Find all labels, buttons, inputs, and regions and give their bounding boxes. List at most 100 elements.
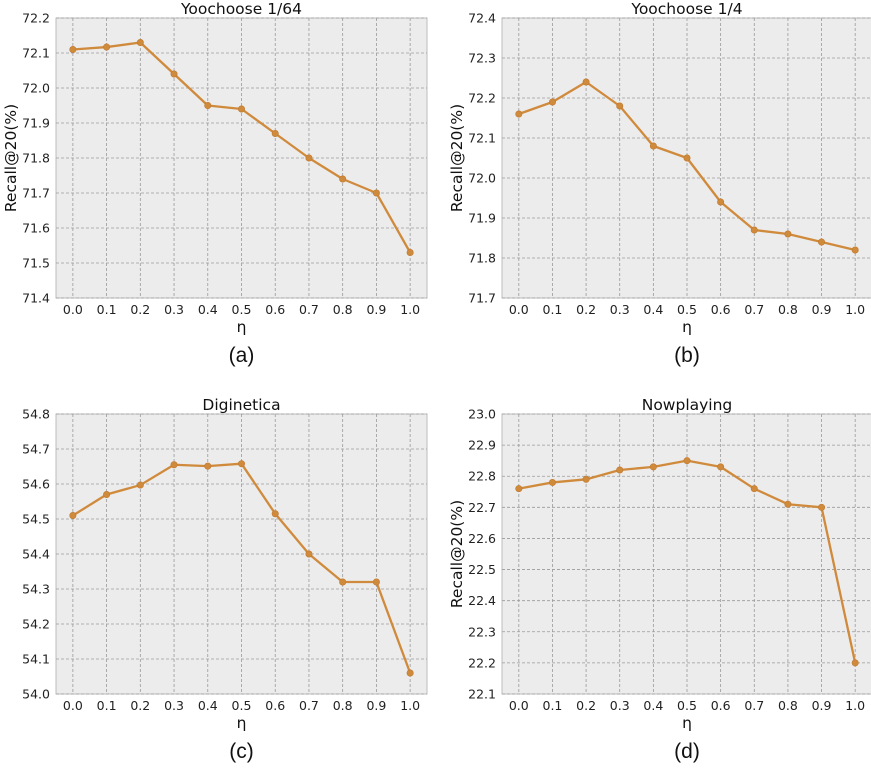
x-tick-label: 0.2	[576, 302, 596, 317]
data-point	[204, 102, 212, 110]
data-point	[851, 659, 859, 667]
y-tick-label: 71.5	[22, 256, 50, 271]
x-axis-label: η	[237, 318, 247, 336]
x-tick-label: 0.9	[812, 698, 832, 713]
x-tick-label: 0.3	[164, 302, 184, 317]
x-tick-label: 1.0	[400, 698, 420, 713]
x-tick-label: 0.6	[265, 698, 285, 713]
data-point	[851, 246, 859, 254]
y-tick-label: 72.1	[468, 131, 496, 146]
data-point	[582, 78, 590, 86]
x-tick-label: 1.0	[400, 302, 420, 317]
data-point	[683, 457, 691, 465]
x-tick-label: 0.0	[509, 302, 529, 317]
data-point	[170, 461, 178, 469]
x-tick-label: 0.7	[299, 302, 319, 317]
x-tick-label: 0.6	[711, 698, 731, 713]
y-tick-label: 22.3	[468, 624, 496, 639]
x-tick-label: 0.2	[130, 302, 150, 317]
x-tick-label: 0.8	[333, 698, 353, 713]
y-tick-label: 72.2	[468, 91, 496, 106]
y-tick-label: 72.4	[468, 11, 496, 26]
x-tick-label: 0.4	[198, 698, 218, 713]
x-tick-label: 0.4	[643, 302, 663, 317]
data-point	[582, 475, 590, 483]
y-tick-label: 54.4	[22, 547, 50, 562]
chart-title: Yoochoose 1/4	[630, 0, 742, 18]
data-point	[238, 460, 246, 468]
subfigure-caption: (c)	[229, 740, 254, 763]
y-tick-label: 22.4	[468, 593, 496, 608]
y-tick-label: 54.3	[22, 582, 50, 597]
y-tick-label: 71.8	[22, 151, 50, 166]
x-tick-label: 0.8	[333, 302, 353, 317]
data-point	[406, 669, 414, 677]
chart-title: Yoochoose 1/64	[180, 0, 302, 18]
x-tick-label: 0.1	[543, 302, 563, 317]
x-tick-label: 1.0	[845, 302, 865, 317]
x-tick-label: 0.1	[97, 302, 117, 317]
y-tick-label: 54.2	[22, 617, 50, 632]
y-tick-label: 54.1	[22, 652, 50, 667]
data-point	[136, 38, 144, 46]
data-point	[69, 511, 77, 519]
y-tick-label: 22.2	[468, 655, 496, 670]
data-point	[649, 463, 657, 471]
y-tick-label: 72.0	[22, 81, 50, 96]
y-tick-label: 22.7	[468, 500, 496, 515]
data-point	[784, 230, 792, 238]
data-point	[717, 463, 725, 471]
x-tick-label: 0.6	[265, 302, 285, 317]
y-tick-label: 54.7	[22, 442, 50, 457]
data-point	[548, 98, 556, 106]
y-axis-label: Recall@20(%)	[2, 104, 20, 212]
data-point	[717, 198, 725, 206]
x-tick-label: 0.0	[509, 698, 529, 713]
data-point	[204, 462, 212, 470]
chart-panel-3: 0.0 0.1 0.2 0.3 0.4 0.5 0.6 0.7 0.8 0.9 1.0 54.0 54.…	[22, 396, 428, 763]
x-tick-label: 0.0	[63, 698, 83, 713]
x-tick-label: 0.2	[576, 698, 596, 713]
data-point	[750, 226, 758, 234]
data-point	[784, 500, 792, 508]
data-point	[238, 105, 246, 113]
x-tick-label: 0.5	[677, 302, 697, 317]
y-tick-label: 71.9	[468, 211, 496, 226]
x-tick-label: 0.8	[778, 302, 798, 317]
x-tick-label: 0.7	[299, 698, 319, 713]
chart-title: Nowplaying	[642, 396, 733, 414]
data-point	[616, 102, 624, 110]
y-axis-label: Recall@20(%)	[448, 104, 466, 212]
data-point	[170, 70, 178, 78]
x-axis-label: η	[682, 714, 692, 732]
x-tick-label: 0.6	[711, 302, 731, 317]
data-point	[339, 578, 347, 586]
y-tick-label: 54.6	[22, 477, 50, 492]
data-point	[683, 154, 691, 162]
y-tick-label: 72.1	[22, 46, 50, 61]
y-tick-label: 22.5	[468, 562, 496, 577]
x-tick-label: 0.3	[610, 698, 630, 713]
y-axis-label: Recall@20(%)	[448, 500, 466, 608]
subfigure-caption: (b)	[674, 344, 700, 367]
data-point	[103, 43, 111, 51]
data-point	[372, 578, 380, 586]
data-point	[548, 478, 556, 486]
y-tick-label: 23.0	[468, 407, 496, 422]
x-tick-label: 0.1	[543, 698, 563, 713]
data-point	[515, 485, 523, 493]
x-tick-label: 0.3	[164, 698, 184, 713]
x-tick-label: 1.0	[845, 698, 865, 713]
y-tick-label: 72.0	[468, 171, 496, 186]
y-tick-label: 72.2	[22, 11, 50, 26]
x-tick-label: 0.4	[198, 302, 218, 317]
x-tick-label: 0.5	[232, 302, 252, 317]
subfigure-caption: (d)	[674, 740, 700, 763]
x-tick-label: 0.9	[366, 302, 386, 317]
y-tick-label: 22.1	[468, 687, 496, 702]
data-point	[339, 175, 347, 183]
y-tick-label: 22.9	[468, 438, 496, 453]
y-tick-label: 71.6	[22, 221, 50, 236]
x-tick-label: 0.7	[744, 698, 764, 713]
y-tick-label: 71.4	[22, 291, 50, 306]
